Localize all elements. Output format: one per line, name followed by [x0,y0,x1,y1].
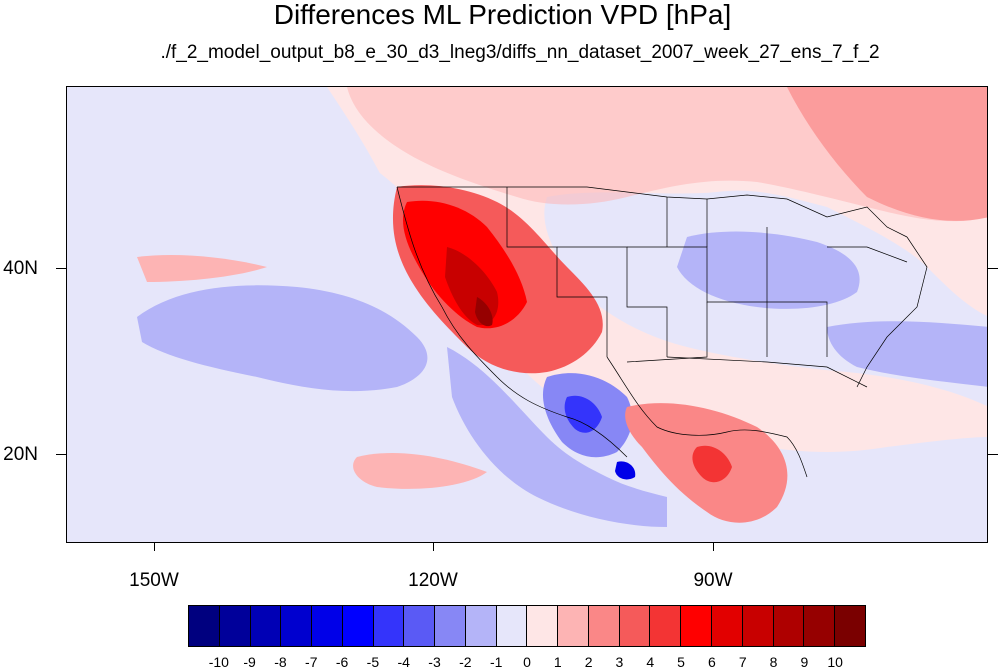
colorbar-cell [650,606,682,646]
blue-region-atlantic [827,321,987,387]
political-borders [396,186,928,478]
colorbar-cell [465,606,497,646]
colorbar-label: 7 [738,654,747,670]
lat-label-20n: 20N [3,444,38,465]
colorbar-cell [312,606,343,646]
colorbar-cell [281,606,313,646]
lon-tick-90w [713,543,714,551]
colorbar-label: -2 [459,654,472,670]
pink-region-west [137,255,267,282]
lon-label-150w: 150W [129,570,179,591]
colorbar-label: -6 [335,654,349,670]
colorbar-label: 10 [827,654,843,670]
lat-tick-20n-left [56,454,66,455]
colorbar [188,605,866,647]
colorbar-cell [773,606,805,646]
colorbar-cell [804,606,836,646]
colorbar-cell [681,606,713,646]
colorbar-label: 0 [523,654,531,670]
colorbar-label: -3 [428,654,441,670]
lon-label-120w: 120W [408,570,458,591]
lat-tick-40n-right [988,268,998,269]
blue-region-mexico-pacific [447,347,667,527]
colorbar-cell [189,606,220,646]
colorbar-label: 8 [769,654,778,670]
colorbar-label: -9 [243,654,256,670]
colorbar-cell [588,606,620,646]
colorbar-cell [558,606,589,646]
colorbar-cell [404,606,436,646]
colorbar-label: 5 [677,654,685,670]
lavender-region-north-pacific [67,87,397,250]
colorbar-label: -1 [489,654,503,670]
hot-spot-core [475,297,493,327]
pink-region-pacific-south [353,452,487,489]
lat-tick-20n-right [988,454,998,455]
colorbar-cell [496,606,528,646]
colorbar-label: 2 [584,654,593,670]
colorbar-label: 6 [708,654,716,670]
colorbar-cell [742,606,774,646]
map-panel [66,86,988,543]
blue-region-pacific [137,285,428,392]
red-region-canada-east [787,87,987,221]
deep-blue-spot-south [615,461,636,480]
colorbar-label: 9 [800,654,809,670]
colorbar-cell [435,606,466,646]
lat-label-40n: 40N [3,258,38,279]
lon-label-90w: 90W [693,570,733,591]
colorbar-cell [342,606,374,646]
colorbar-cell [527,606,559,646]
lon-tick-120w [433,543,434,551]
lon-tick-150w [154,543,155,551]
map-title: Differences ML Prediction VPD [hPa] [273,0,732,30]
map-subtitle: ./f_2_model_output_b8_e_30_d3_lneg3/diff… [160,42,880,63]
colorbar-label: -8 [274,654,287,670]
colorbar-cell [712,606,743,646]
colorbar-label: -10 [208,654,229,670]
vpd-field-map [67,87,987,542]
red-spot-yucatan [692,445,732,483]
colorbar-label: 1 [553,654,562,670]
colorbar-label: -4 [397,654,410,670]
blue-region-midwest [677,231,860,309]
colorbar-label: -5 [366,654,380,670]
colorbar-cell [373,606,405,646]
colorbar-cell [619,606,651,646]
colorbar-cell [219,606,251,646]
colorbar-label: 4 [646,654,655,670]
deep-blue-spot-mexico [564,395,602,433]
colorbar-label: -7 [305,654,318,670]
lat-tick-40n-left [56,268,66,269]
colorbar-cell [835,606,865,646]
colorbar-cell [250,606,282,646]
colorbar-label: 3 [615,654,624,670]
